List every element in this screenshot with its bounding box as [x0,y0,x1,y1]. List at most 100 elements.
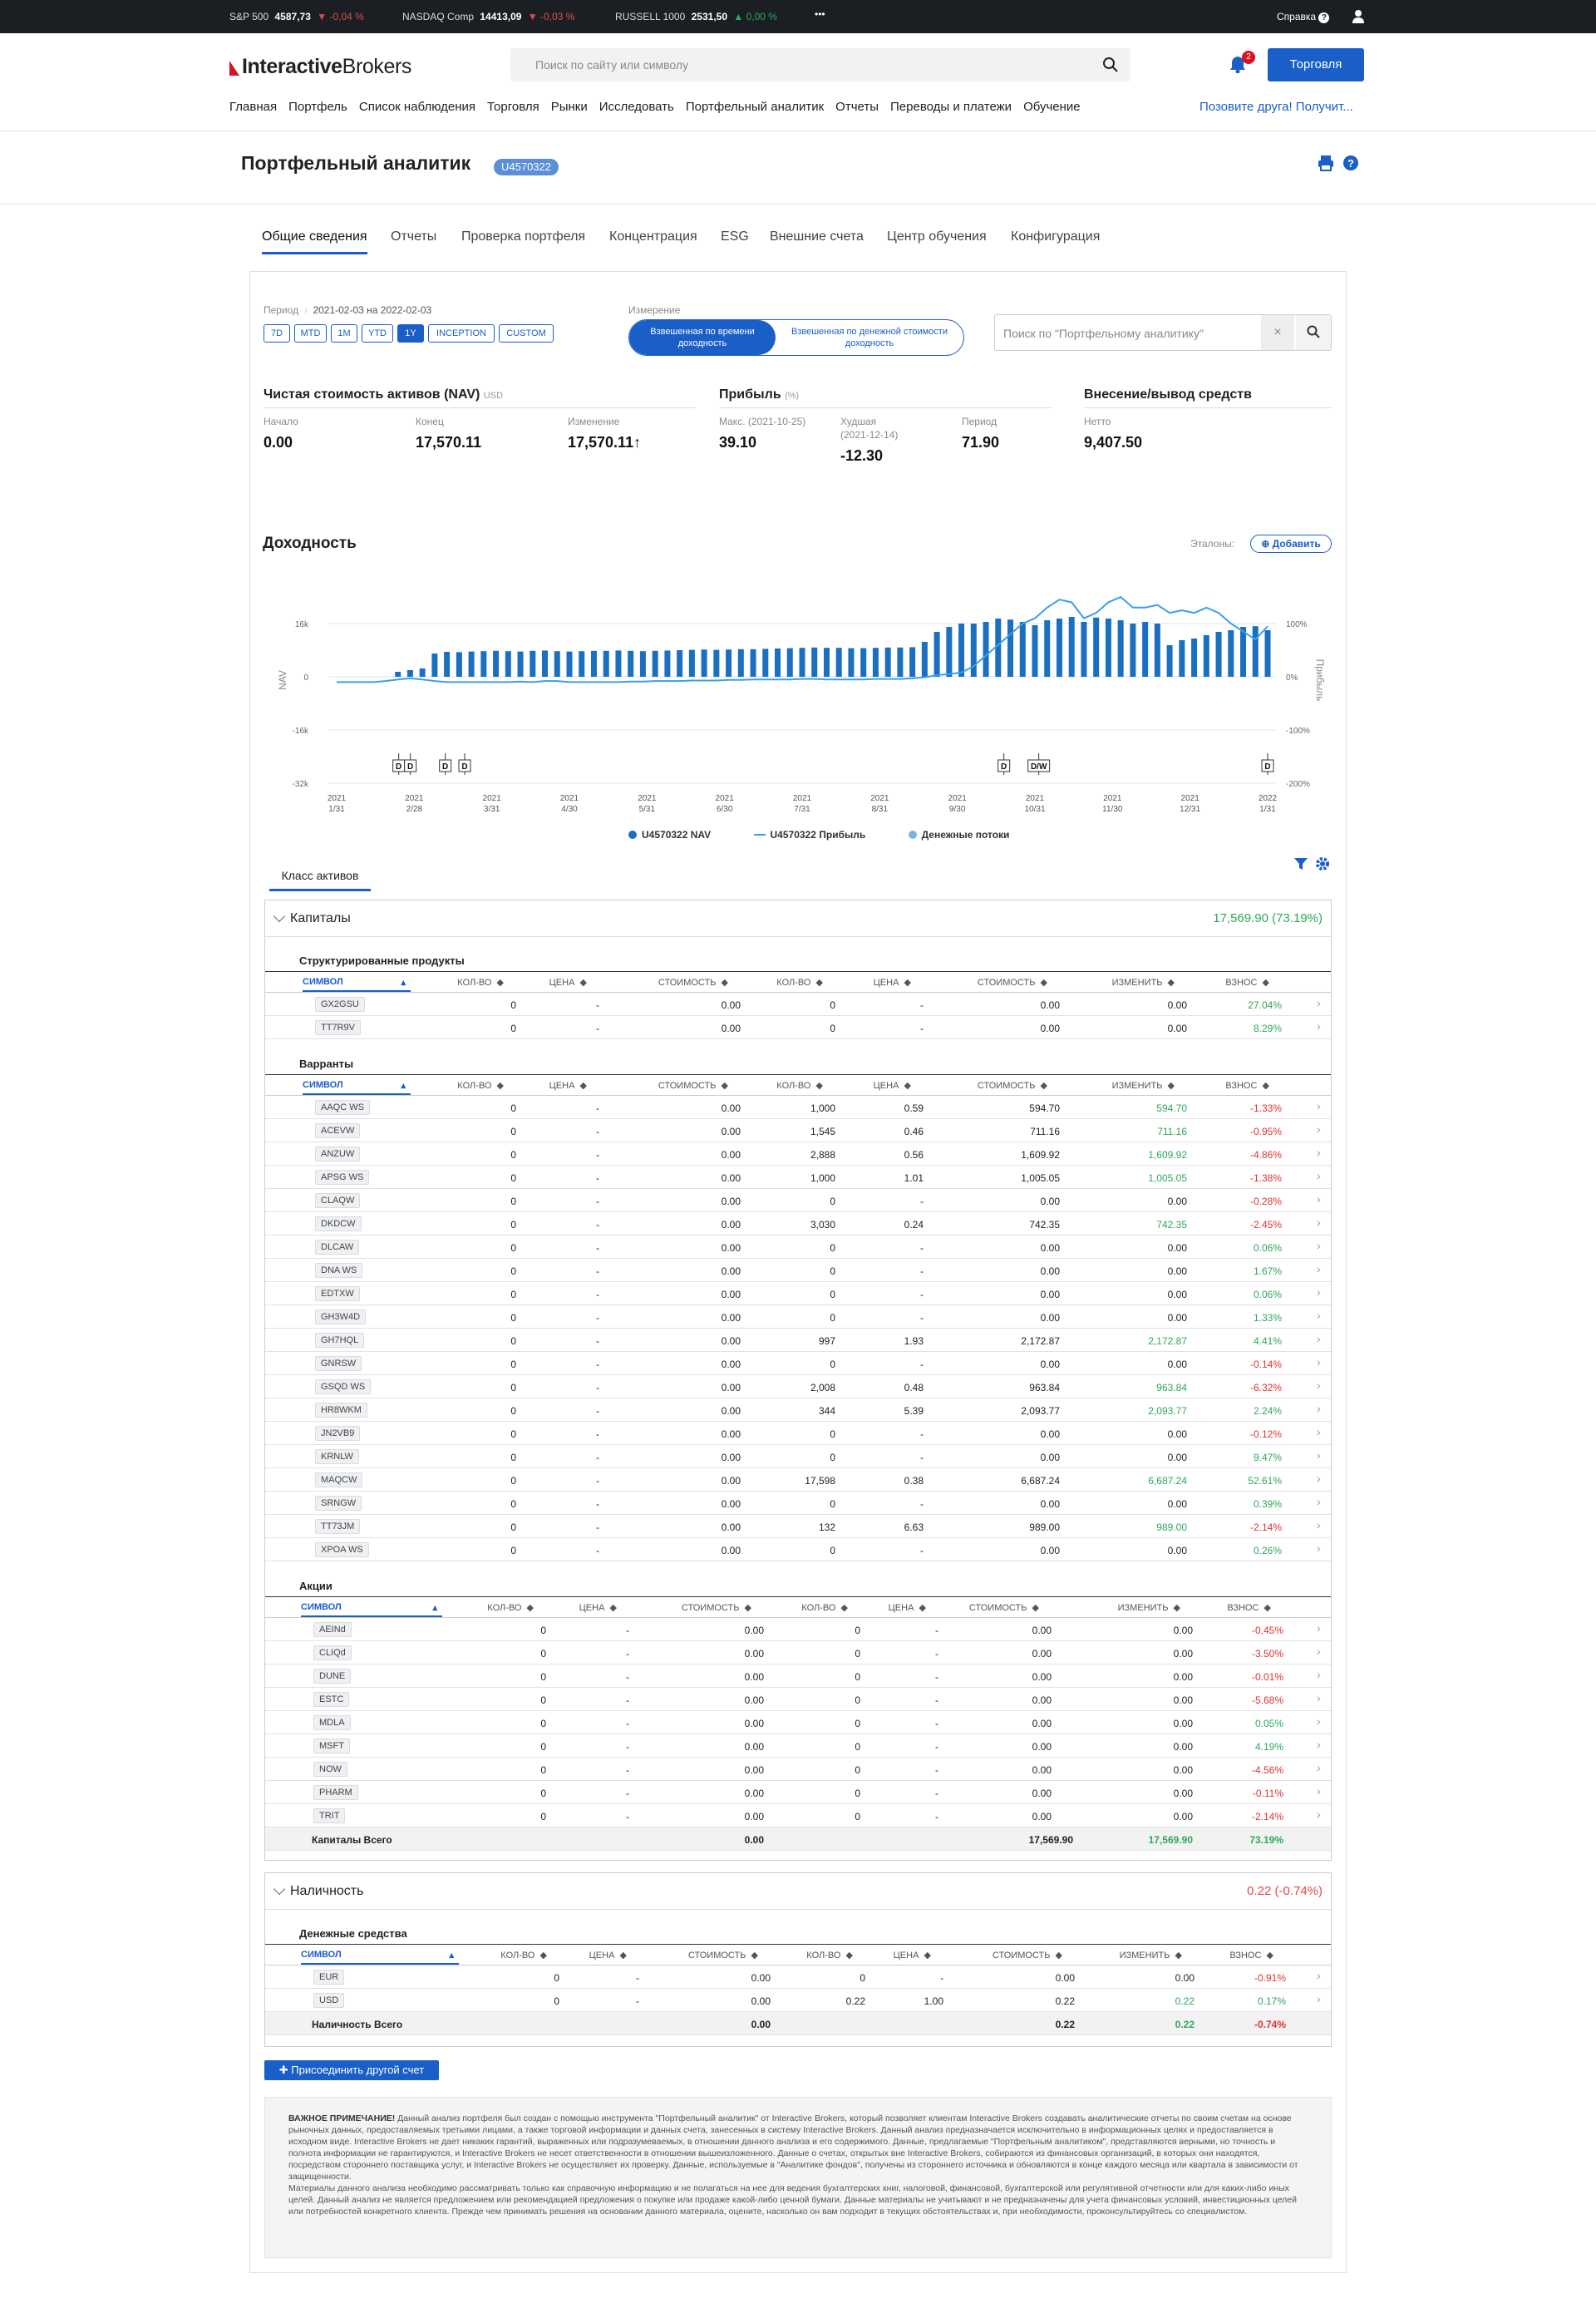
legend-nav[interactable]: U4570322 NAV [628,829,731,841]
symbol-chip[interactable]: GH7HQL [315,1333,365,1348]
tab-reports[interactable]: Отчеты [391,229,437,244]
ticker-sp500[interactable]: S&P 500 4587,73 ▼ -0,04 % [229,11,364,22]
table-row[interactable]: APSG WS 0 - 0.00 1,000 1.01 1,005.05 1,005.05 -1… [265,1166,1331,1189]
chevron-right-icon[interactable]: › [1317,1472,1321,1485]
legend-cashflow[interactable]: Денежные потоки [908,829,1030,841]
table-row[interactable]: KRNLW 0 - 0.00 0 - 0.00 0.00 9.47% › [265,1445,1331,1468]
nav-education[interactable]: Обучение [1023,100,1081,114]
chevron-right-icon[interactable]: › [1317,1192,1321,1206]
col-header[interactable]: КОЛ-ВО ◆ [500,1951,547,1960]
refer-friend-link[interactable]: Позовите друга! Получит... [1199,100,1353,114]
col-header[interactable]: СТОИМОСТЬ ◆ [658,1081,728,1091]
symbol-chip[interactable]: ESTC [313,1692,350,1707]
symbol-chip[interactable]: EUR [313,1970,345,1985]
clear-icon[interactable]: × [1261,315,1294,350]
table-row[interactable]: NOW 0 - 0.00 0 - 0.00 0.00 -4.56% › [265,1758,1331,1781]
nav-trade[interactable]: Торговля [487,100,539,114]
table-row[interactable]: GX2GSU 0 - 0.00 0 - 0.00 0.00 27.04% › [265,993,1331,1016]
chevron-right-icon[interactable]: › [1317,1332,1321,1345]
symbol-chip[interactable]: GX2GSU [315,997,365,1012]
table-row[interactable]: AEINd 0 - 0.00 0 - 0.00 0.00 -0.45% › [265,1618,1331,1641]
chevron-right-icon[interactable]: › [1317,1146,1321,1159]
symbol-chip[interactable]: DLCAW [315,1240,360,1255]
table-row[interactable]: MDLA 0 - 0.00 0 - 0.00 0.00 0.05% › [265,1711,1331,1734]
chevron-right-icon[interactable]: › [1317,1668,1321,1681]
col-header[interactable]: ЦЕНА ◆ [549,1081,587,1091]
chevron-right-icon[interactable]: › [1317,1969,1321,1982]
table-row[interactable]: DLCAW 0 - 0.00 0 - 0.00 0.00 0.06% › [265,1235,1331,1259]
symbol-chip[interactable]: TT7R9V [315,1020,361,1035]
chevron-right-icon[interactable]: › [1317,1099,1321,1112]
symbol-chip[interactable]: JN2VB9 [315,1426,361,1441]
gear-icon[interactable] [1315,856,1330,871]
search-icon[interactable] [1307,325,1320,338]
nav-portfolio-analyst[interactable]: Портфельный аналитик [685,100,825,114]
tab-portfolio-check[interactable]: Проверка портфеля [461,229,586,244]
symbol-chip[interactable]: HR8WKM [315,1403,367,1418]
col-header[interactable]: КОЛ-ВО ◆ [457,978,504,988]
nav-portfolio[interactable]: Портфель [288,100,347,114]
chevron-right-icon[interactable]: › [1317,1518,1321,1531]
more-icon[interactable]: ••• [815,8,825,20]
help-link[interactable]: Справка ? [1277,11,1330,23]
table-row[interactable]: JN2VB9 0 - 0.00 0 - 0.00 0.00 -0.12% › [265,1422,1331,1445]
table-row[interactable]: AAQC WS 0 - 0.00 1,000 0.59 594.70 594.70 -1.33%… [265,1096,1331,1119]
chevron-right-icon[interactable]: › [1317,1808,1321,1821]
equities-header[interactable]: Капиталы 17,569.90 (73.19%) [265,900,1331,937]
nav-markets[interactable]: Рынки [550,100,588,114]
ib-logo[interactable]: InteractiveBrokers [229,55,411,79]
add-account-button[interactable]: ✚ Присоединить другой счет [264,2060,439,2080]
col-symbol[interactable]: СИМВОЛ ▴ [301,1602,442,1617]
col-header[interactable]: СТОИМОСТЬ ◆ [681,1603,751,1613]
col-header[interactable]: ИЗМЕНИТЬ ◆ [1119,1951,1182,1960]
table-row[interactable]: SRNGW 0 - 0.00 0 - 0.00 0.00 0.39% › [265,1492,1331,1515]
chevron-right-icon[interactable]: › [1317,1262,1321,1275]
analyst-search-input[interactable]: Поиск по "Портфельному аналитику" × [994,314,1332,351]
mwr-option[interactable]: Взвешенная по денежной стоимости доходно… [791,327,948,348]
period-ytd-button[interactable]: YTD [362,324,393,343]
symbol-chip[interactable]: EDTXW [315,1286,360,1301]
col-symbol[interactable]: СИМВОЛ ▴ [303,1080,411,1095]
table-row[interactable]: GH3W4D 0 - 0.00 0 - 0.00 0.00 1.33% › [265,1305,1331,1329]
symbol-chip[interactable]: CLIQd [313,1645,352,1660]
chevron-right-icon[interactable]: › [1317,1379,1321,1392]
table-row[interactable]: GH7HQL 0 - 0.00 997 1.93 2,172.87 2,172.87 4.41%… [265,1329,1331,1352]
chevron-right-icon[interactable]: › [1317,1992,1321,2005]
tab-learning-center[interactable]: Центр обучения [887,229,987,244]
symbol-chip[interactable]: GNRSW [315,1356,362,1371]
chevron-right-icon[interactable]: › [1317,1621,1321,1635]
table-row[interactable]: USD 0 - 0.00 0.22 1.00 0.22 0.22 0.17% › [265,1989,1331,2012]
col-header[interactable]: КОЛ-ВО ◆ [776,1081,823,1091]
symbol-chip[interactable]: KRNLW [315,1449,359,1464]
symbol-chip[interactable]: GH3W4D [315,1309,367,1324]
symbol-chip[interactable]: MSFT [313,1739,350,1753]
symbol-chip[interactable]: DUNE [313,1669,352,1684]
chevron-right-icon[interactable]: › [1317,1309,1321,1322]
table-row[interactable]: DNA WS 0 - 0.00 0 - 0.00 0.00 1.67% › [265,1259,1331,1282]
table-row[interactable]: CLIQd 0 - 0.00 0 - 0.00 0.00 -3.50% › [265,1641,1331,1665]
col-header[interactable]: ЦЕНА ◆ [873,978,911,988]
col-header[interactable]: ИЗМЕНИТЬ ◆ [1117,1603,1180,1613]
chevron-right-icon[interactable]: › [1317,1691,1321,1704]
symbol-chip[interactable]: DKDCW [315,1216,362,1231]
chevron-right-icon[interactable]: › [1317,1169,1321,1182]
tab-esg[interactable]: ESG [721,229,749,244]
symbol-chip[interactable]: AAQC WS [315,1100,370,1115]
symbol-chip[interactable]: SRNGW [315,1496,362,1511]
user-icon[interactable] [1352,9,1365,24]
nav-reports[interactable]: Отчеты [835,100,879,114]
tab-asset-class[interactable]: Класс активов [269,869,371,891]
chevron-right-icon[interactable]: › [1317,1402,1321,1415]
bell-icon[interactable] [1229,55,1247,73]
chevron-right-icon[interactable]: › [1317,1355,1321,1369]
chevron-right-icon[interactable]: › [1317,1448,1321,1462]
nav-transfers[interactable]: Переводы и платежи [890,100,1012,114]
col-header[interactable]: КОЛ-ВО ◆ [487,1603,534,1613]
col-header[interactable]: ЦЕНА ◆ [888,1603,926,1613]
period-1m-button[interactable]: 1M [331,324,357,343]
col-header[interactable]: СТОИМОСТЬ ◆ [977,1081,1047,1091]
symbol-chip[interactable]: GSQD WS [315,1379,372,1394]
symbol-chip[interactable]: MAQCW [315,1472,363,1487]
col-header[interactable]: ИЗМЕНИТЬ ◆ [1111,978,1175,988]
symbol-chip[interactable]: USD [313,1993,345,2008]
